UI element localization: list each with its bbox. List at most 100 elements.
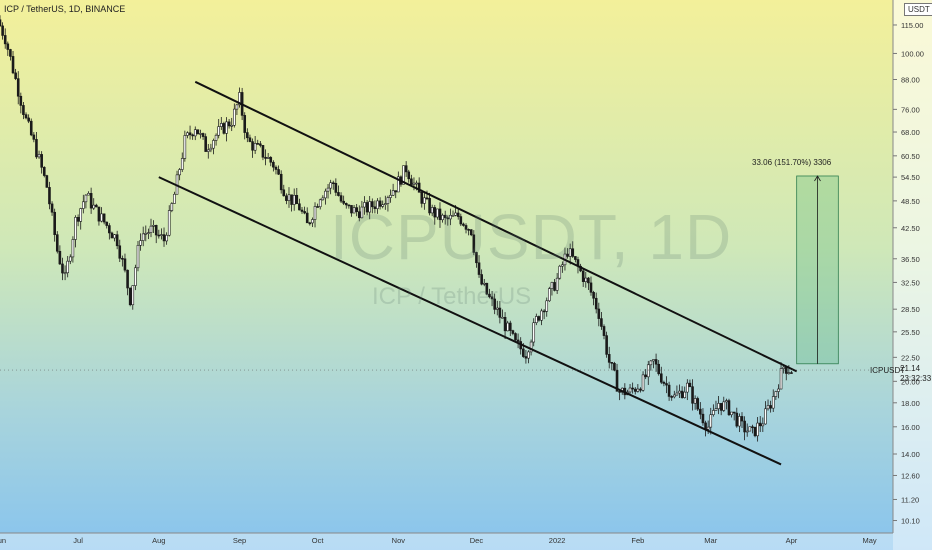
candle-body	[134, 267, 137, 286]
candle-body	[787, 372, 791, 374]
candle-body	[186, 132, 189, 136]
y-tick-label: 36.50	[901, 255, 920, 264]
candle-body	[363, 202, 366, 208]
candle-body	[102, 213, 106, 223]
candle-body	[568, 248, 572, 257]
candle-body	[451, 215, 455, 217]
candle-body	[550, 282, 554, 289]
candle-body	[256, 143, 260, 145]
candle-body	[738, 416, 741, 427]
y-tick-label: 88.00	[901, 75, 920, 84]
candle-body	[415, 182, 418, 185]
candle-body	[480, 274, 483, 285]
x-tick-label: Mar	[704, 536, 717, 545]
candle-body	[532, 322, 536, 343]
candle-body	[350, 205, 353, 214]
candle-body	[589, 282, 593, 293]
candle-body	[157, 234, 161, 237]
candle-body	[329, 182, 332, 189]
price-unit-badge[interactable]: USDT	[904, 3, 932, 16]
candle-body	[774, 391, 778, 397]
candle-body	[389, 194, 392, 198]
candle-body	[357, 211, 361, 219]
candle-body	[430, 207, 434, 214]
candle-body	[193, 129, 197, 137]
candle-body	[475, 252, 478, 264]
candle-body	[123, 258, 127, 271]
candle-body	[493, 298, 496, 310]
candle-body	[180, 158, 184, 170]
candle-body	[298, 203, 301, 211]
candle-body	[344, 203, 348, 206]
candle-body	[243, 115, 247, 133]
x-tick-label: Aug	[152, 536, 165, 545]
candle-body	[42, 166, 46, 176]
candle-body	[410, 178, 413, 185]
candle-body	[373, 206, 377, 209]
candle-body	[274, 166, 278, 170]
candle-body	[717, 403, 720, 409]
candle-body	[87, 193, 90, 196]
candle-body	[683, 391, 687, 398]
candle-body	[61, 263, 64, 274]
candle-body	[467, 229, 470, 231]
y-tick-label: 115.00	[901, 21, 923, 30]
candle-body	[214, 134, 218, 141]
candle-body	[16, 78, 20, 97]
candle-body	[100, 213, 103, 222]
candle-body	[675, 392, 679, 396]
candle-body	[303, 211, 306, 214]
candle-body	[571, 248, 575, 257]
candle-body	[769, 405, 772, 409]
candle-body	[45, 175, 49, 188]
candle-body	[633, 388, 637, 392]
candle-body	[654, 359, 658, 365]
candle-body	[678, 390, 681, 394]
candle-body	[285, 195, 288, 201]
candle-body	[605, 335, 608, 355]
candle-body	[219, 123, 223, 127]
candle-body	[206, 149, 210, 152]
candle-body	[14, 72, 17, 79]
candle-body	[725, 400, 728, 403]
symbol-label: ICPUSDT	[870, 366, 906, 375]
candle-body	[199, 133, 202, 135]
candle-body	[659, 373, 663, 383]
candle-body	[592, 292, 595, 299]
candle-body	[113, 234, 116, 239]
candle-body	[48, 187, 51, 205]
candle-body	[384, 203, 387, 206]
candle-body	[222, 123, 226, 134]
measure-label: 33.06 (151.70%) 3306	[752, 158, 832, 167]
candle-body	[342, 200, 345, 204]
candle-body	[584, 277, 588, 282]
candle-body	[412, 182, 416, 185]
candle-body	[27, 117, 30, 122]
candle-body	[277, 169, 280, 175]
candle-body	[469, 229, 473, 236]
candle-body	[339, 195, 343, 202]
candle-body	[540, 310, 543, 321]
candle-body	[248, 137, 252, 142]
candle-body	[391, 190, 395, 196]
y-tick-label: 11.20	[901, 495, 919, 504]
candle-body	[365, 202, 369, 213]
candle-body	[121, 257, 124, 260]
candle-body	[503, 316, 507, 332]
candle-body	[9, 49, 12, 57]
candle-body	[227, 121, 231, 127]
candle-body	[535, 316, 538, 324]
candle-body	[766, 405, 770, 410]
candle-body	[305, 212, 309, 224]
candle-body	[300, 209, 304, 212]
candle-body	[482, 282, 486, 285]
x-tick-label: 2022	[549, 536, 566, 545]
x-tick-label: Jun	[0, 536, 6, 545]
candle-body	[456, 212, 460, 217]
candle-body	[76, 217, 80, 222]
candle-body	[141, 233, 145, 241]
candle-body	[318, 199, 322, 208]
candle-body	[667, 384, 671, 397]
candle-body	[50, 203, 54, 213]
